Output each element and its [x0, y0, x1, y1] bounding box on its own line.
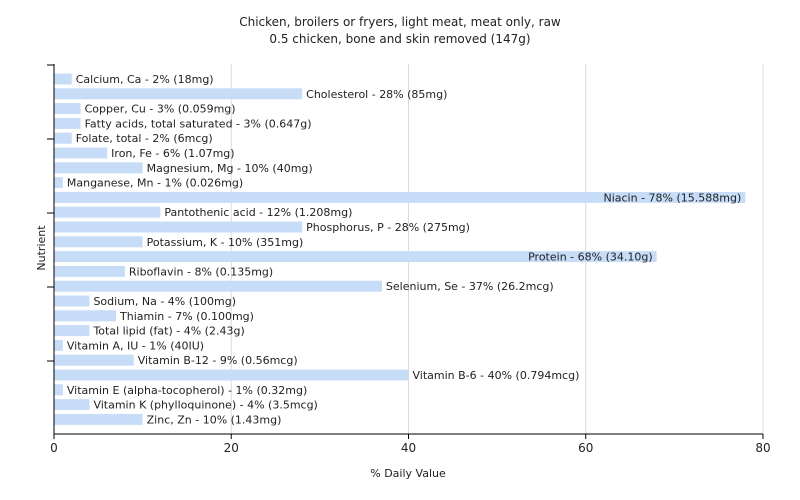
- bar-label: Copper, Cu - 3% (0.059mg): [85, 103, 236, 116]
- x-tick-label: 20: [224, 441, 239, 455]
- bar-label: Phosphorus, P - 28% (275mg): [306, 221, 470, 234]
- bar-label: Folate, total - 2% (6mcg): [76, 132, 213, 145]
- bar-label: Vitamin B-6 - 40% (0.794mcg): [413, 369, 580, 382]
- x-tick-label: 40: [401, 441, 416, 455]
- bar-label: Vitamin K (phylloquinone) - 4% (3.5mcg): [93, 399, 317, 412]
- bar: [54, 354, 134, 366]
- bar-label: Vitamin B-12 - 9% (0.56mcg): [138, 354, 298, 367]
- bar-label: Protein - 68% (34.10g): [528, 251, 653, 264]
- bar-label: Manganese, Mn - 1% (0.026mg): [67, 177, 243, 190]
- bar: [54, 295, 90, 307]
- bar: [54, 310, 117, 322]
- x-tick-label: 60: [578, 441, 593, 455]
- bar-label: Cholesterol - 28% (85mg): [306, 88, 447, 101]
- bar-label: Fatty acids, total saturated - 3% (0.647…: [85, 117, 312, 130]
- bar-label: Sodium, Na - 4% (100mg): [93, 295, 236, 308]
- bar: [54, 384, 63, 396]
- bar-label: Potassium, K - 10% (351mg): [147, 236, 304, 249]
- bar-label: Calcium, Ca - 2% (18mg): [76, 73, 214, 86]
- bar: [54, 399, 90, 411]
- bar-label: Thiamin - 7% (0.100mg): [119, 310, 254, 323]
- bar-label: Riboflavin - 8% (0.135mg): [129, 265, 273, 278]
- x-tick-label: 0: [50, 441, 58, 455]
- bar-label: Zinc, Zn - 10% (1.43mg): [147, 413, 282, 426]
- bar: [54, 369, 409, 381]
- bar-label: Vitamin A, IU - 1% (40IU): [67, 339, 204, 352]
- axes-group: 0 20 40 60 80: [47, 64, 771, 455]
- bar-label: Total lipid (fat) - 4% (2.43g): [92, 325, 244, 338]
- bar: [54, 236, 143, 248]
- bar: [54, 177, 63, 189]
- bar: [54, 265, 125, 277]
- bar-label: Selenium, Se - 37% (26.2mcg): [386, 280, 554, 293]
- chart-title: Chicken, broilers or fryers, light meat,…: [239, 15, 561, 29]
- bars-group: [54, 73, 746, 425]
- bar: [54, 221, 303, 233]
- bar-label: Niacin - 78% (15.588mg): [603, 191, 741, 204]
- x-axis-label: % Daily Value: [370, 467, 446, 480]
- bar-label: Pantothenic acid - 12% (1.208mg): [164, 206, 352, 219]
- bar: [54, 251, 657, 263]
- bar: [54, 88, 303, 100]
- chart-subtitle: 0.5 chicken, bone and skin removed (147g…: [269, 32, 531, 46]
- bar: [54, 339, 63, 351]
- y-axis-label: Nutrient: [35, 225, 48, 271]
- bar: [54, 280, 382, 292]
- bar: [54, 325, 90, 337]
- bar: [54, 191, 746, 203]
- bar: [54, 117, 81, 129]
- bar: [54, 73, 72, 85]
- bar-label: Magnesium, Mg - 10% (40mg): [147, 162, 313, 175]
- bar: [54, 206, 161, 218]
- bar: [54, 132, 72, 144]
- bar-labels-group: Calcium, Ca - 2% (18mg) Cholesterol - 28%…: [67, 73, 741, 426]
- x-tick-label: 80: [755, 441, 770, 455]
- bar: [54, 147, 108, 159]
- bar: [54, 103, 81, 115]
- bar: [54, 162, 143, 174]
- bar-label: Vitamin E (alpha-tocopherol) - 1% (0.32m…: [67, 384, 307, 397]
- bar-label: Iron, Fe - 6% (1.07mg): [111, 147, 234, 160]
- bar: [54, 413, 143, 425]
